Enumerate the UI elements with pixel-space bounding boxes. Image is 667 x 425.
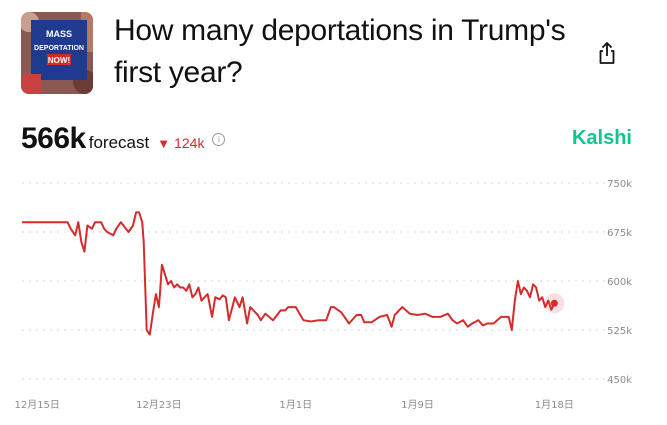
y-tick-label: 525k (607, 326, 632, 337)
x-tick-label: 1月1日 (279, 399, 312, 411)
forecast-change: ▼ 124k (157, 135, 204, 151)
market-title: How many deportations in Trump's first y… (114, 14, 566, 89)
y-tick-label: 675k (607, 228, 632, 239)
forecast-chart: 750k 675k 600k 525k 450k 12月15日 12月23日 1月1日 1月9… (14, 179, 632, 411)
kalshi-logo[interactable]: Kalshi (571, 127, 632, 149)
info-icon[interactable]: i (212, 132, 226, 146)
sign-line-3: NOW! (48, 56, 70, 65)
forecast-change-value: 124k (174, 135, 205, 151)
x-tick-label: 1月18日 (535, 399, 574, 411)
forecast-line (22, 211, 556, 336)
y-tick-label: 750k (607, 179, 632, 190)
forecast-summary: 566k forecast ▼ 124k i (21, 122, 226, 156)
sign-board (31, 20, 87, 80)
y-tick-label: 600k (607, 277, 632, 288)
forecast-label: forecast (88, 133, 150, 152)
current-value-dot[interactable] (550, 299, 558, 307)
x-tick-label: 1月9日 (401, 399, 434, 411)
share-button[interactable] (596, 40, 618, 66)
y-axis-ticks: 750k 675k 600k 525k 450k (607, 179, 632, 386)
chart-series (22, 211, 565, 336)
sign-line-2: DEPORTATION (34, 45, 84, 52)
protest-sign-image: MASS DEPORTATION NOW! (21, 12, 93, 94)
share-icon (599, 42, 615, 64)
x-axis-ticks: 12月15日 12月23日 1月1日 1月9日 1月18日 (14, 399, 573, 411)
x-tick-label: 12月15日 (14, 399, 59, 411)
sign-line-1: MASS (46, 29, 72, 39)
market-thumbnail[interactable]: MASS DEPORTATION NOW! (21, 12, 93, 94)
y-tick-label: 450k (607, 375, 632, 386)
forecast-value: 566k (21, 122, 86, 155)
x-tick-label: 12月23日 (136, 399, 181, 411)
down-triangle-icon: ▼ (157, 136, 171, 151)
